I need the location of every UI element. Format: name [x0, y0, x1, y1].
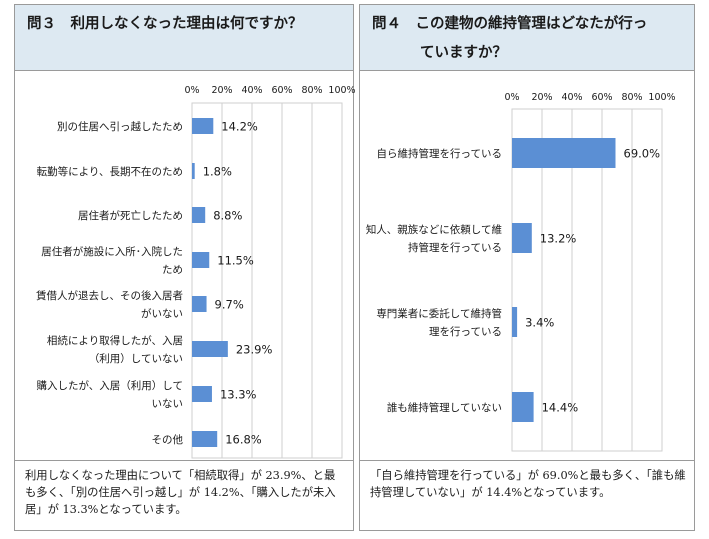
- x-tick-label: 20%: [211, 85, 232, 96]
- x-tick-label: 0%: [184, 85, 199, 96]
- category-label: 賃借人が退去し、その後入居者: [36, 289, 183, 302]
- q4-chart: 0% 20% 40% 60% 80% 100% 自ら維持管理を行っている 69.0% 知人、親族…: [366, 92, 676, 452]
- q3-header: 問３ 利用しなくなった理由は何ですか？: [15, 5, 353, 71]
- category-label: 専門業者に委託して維持管: [376, 307, 502, 320]
- x-tick-label: 60%: [271, 85, 292, 96]
- q4-title-line2: ていますか？: [420, 45, 507, 61]
- bar: [512, 223, 532, 253]
- data-label: 69.0%: [624, 147, 661, 161]
- category-label: 転勤等により、長期不在のため: [37, 165, 183, 178]
- q3-caption: 利用しなくなった理由について「相続取得」が 23.9%、と最も多く、「別の住居へ…: [15, 460, 353, 530]
- plot-area: [511, 108, 663, 452]
- q3-chart: 0% 20% 40% 60% 80% 100% 別の住居へ引っ越したため 14.2% 転勤等によ…: [36, 85, 355, 459]
- category-label: 知人、親族などに依頼して維: [366, 223, 502, 236]
- q4-caption: 「自ら維持管理を行っている」が 69.0%と最も多く、「誰も維持管理していない」…: [360, 460, 694, 530]
- category-label: 別の住居へ引っ越したため: [57, 120, 183, 133]
- bar: [192, 163, 195, 179]
- q4-header: 問４ この建物の維持管理はどなたが行っ ていますか？: [360, 5, 694, 71]
- bar: [192, 118, 214, 134]
- data-label: 13.2%: [540, 232, 577, 246]
- data-label: 8.8%: [213, 209, 242, 223]
- x-tick-label: 100%: [648, 92, 675, 103]
- data-label: 11.5%: [217, 254, 254, 268]
- category-label: 居住者が死亡したため: [78, 209, 183, 222]
- data-label: 9.7%: [215, 298, 244, 312]
- x-tick-label: 80%: [621, 92, 642, 103]
- x-tick-label: 20%: [531, 92, 552, 103]
- data-label: 13.3%: [220, 388, 257, 402]
- bar: [192, 207, 206, 223]
- category-label: 相続により取得したが、入居: [47, 334, 183, 347]
- category-label: がいない: [141, 307, 183, 320]
- q3-panel: 問３ 利用しなくなった理由は何ですか？ 0% 20% 40% 60% 80% 100% 別の…: [14, 4, 355, 531]
- data-label: 14.2%: [221, 120, 258, 134]
- bar: [512, 138, 616, 168]
- data-label: 1.8%: [203, 165, 232, 179]
- category-label: 自ら維持管理を行っている: [377, 147, 502, 160]
- x-tick-label: 80%: [301, 85, 322, 96]
- q4-title-line1: 問４ この建物の維持管理はどなたが行っ: [372, 16, 648, 32]
- bar: [192, 252, 210, 268]
- q4-panel: 問４ この建物の維持管理はどなたが行っ ていますか？ 0% 20% 40% 60% 80…: [359, 4, 695, 531]
- x-tick-label: 40%: [241, 85, 262, 96]
- bar: [512, 307, 518, 337]
- category-label: 購入したが、入居（利用）して: [37, 379, 183, 392]
- category-label: その他: [152, 433, 184, 446]
- bar: [512, 392, 534, 422]
- x-tick-label: 0%: [504, 92, 519, 103]
- q3-title: 問３ 利用しなくなった理由は何ですか？: [27, 16, 303, 32]
- category-label: ため: [162, 264, 183, 276]
- bar: [192, 431, 218, 447]
- category-label: 持管理を行っている: [408, 241, 502, 254]
- category-label: 理を行っている: [429, 325, 502, 338]
- x-tick-label: 40%: [561, 92, 582, 103]
- data-label: 16.8%: [225, 433, 262, 447]
- data-label: 14.4%: [542, 401, 579, 415]
- bar: [192, 296, 207, 312]
- data-label: 23.9%: [236, 343, 273, 357]
- category-label: 誰も維持管理していない: [387, 401, 502, 414]
- bar: [192, 386, 212, 402]
- category-label: いない: [152, 398, 184, 410]
- category-label: （利用）していない: [89, 353, 183, 365]
- category-label: 居住者が施設に入所･入院した: [41, 245, 183, 258]
- data-label: 3.4%: [525, 316, 554, 330]
- plot-area: [191, 102, 343, 459]
- x-tick-label: 60%: [591, 92, 612, 103]
- bar: [192, 341, 228, 357]
- x-tick-label: 100%: [328, 85, 355, 96]
